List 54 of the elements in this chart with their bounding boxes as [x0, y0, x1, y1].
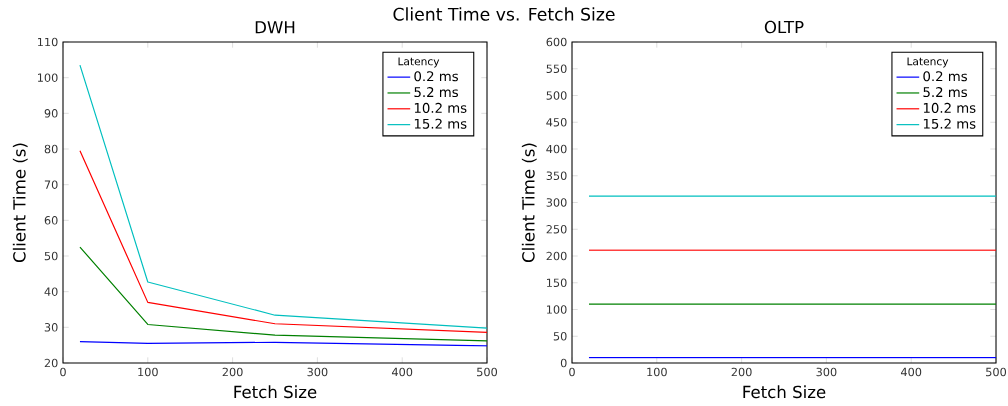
y-tick-label: 600	[546, 37, 567, 47]
x-tick-label: 400	[900, 367, 922, 377]
x-tick-label: 200	[731, 367, 752, 377]
x-tick-label: 300	[816, 367, 837, 377]
legend-label: 15.2 ms	[414, 118, 467, 129]
y-tick-label: 300	[546, 198, 567, 207]
y-tick-label: 400	[546, 144, 567, 154]
line-series	[79, 150, 488, 333]
y-axis-title: Client Time (s)	[12, 143, 28, 262]
x-tick-label: 500	[477, 367, 498, 377]
text: Client Time vs. Fetch Size	[393, 7, 615, 21]
legend-label: 0.2 ms	[414, 71, 458, 82]
y-tick-label: 250	[546, 224, 567, 234]
x-tick-label: 500	[986, 367, 1007, 377]
y-tick-label: 550	[546, 64, 567, 74]
y-axis-title: Client Time (s)	[521, 143, 537, 262]
y-tick-label: 110	[38, 37, 58, 47]
y-tick-label: 90	[44, 109, 58, 118]
y-tick-label: 30	[44, 323, 58, 332]
x-tick-label: 400	[391, 367, 413, 377]
x-tick-label: 100	[647, 367, 667, 377]
y-tick-label: 50	[44, 251, 58, 261]
y-tick-label: 200	[546, 251, 567, 261]
x-tick-label: 200	[222, 367, 243, 377]
y-tick-label: 70	[44, 180, 58, 189]
legend-label: 10.2 ms	[414, 102, 467, 113]
x-tick-label: 0	[60, 367, 66, 377]
x-tick-label: 0	[569, 367, 575, 377]
legend-label: 5.2 ms	[414, 87, 458, 98]
y-tick-label: 0	[560, 358, 567, 368]
legend-title: Latency	[907, 57, 949, 68]
x-tick-label: 300	[307, 367, 328, 377]
y-tick-label: 150	[547, 278, 567, 288]
y-tick-label: 40	[44, 287, 58, 296]
y-tick-label: 50	[553, 331, 567, 341]
legend-label: 10.2 ms	[923, 102, 976, 113]
y-tick-label: 450	[546, 117, 567, 127]
legend-label: 5.2 ms	[923, 87, 967, 98]
y-tick-label: 60	[44, 216, 58, 225]
legend-title: Latency	[398, 57, 440, 68]
chart-title: DWH	[255, 21, 295, 34]
x-axis-title: Fetch Size	[234, 385, 317, 399]
y-tick-label: 500	[546, 91, 567, 100]
x-tick-label: 100	[138, 367, 158, 377]
chart-title: OLTP	[764, 20, 804, 34]
legend-label: 0.2 ms	[923, 71, 967, 82]
x-axis-title: Fetch Size	[743, 385, 826, 399]
y-tick-label: 20	[44, 358, 58, 368]
y-tick-label: 350	[546, 171, 567, 181]
y-tick-label: 100	[38, 73, 58, 82]
y-tick-label: 80	[44, 144, 58, 154]
legend-label: 15.2 ms	[923, 118, 976, 129]
y-tick-label: 100	[547, 305, 567, 314]
line-series	[79, 246, 488, 342]
